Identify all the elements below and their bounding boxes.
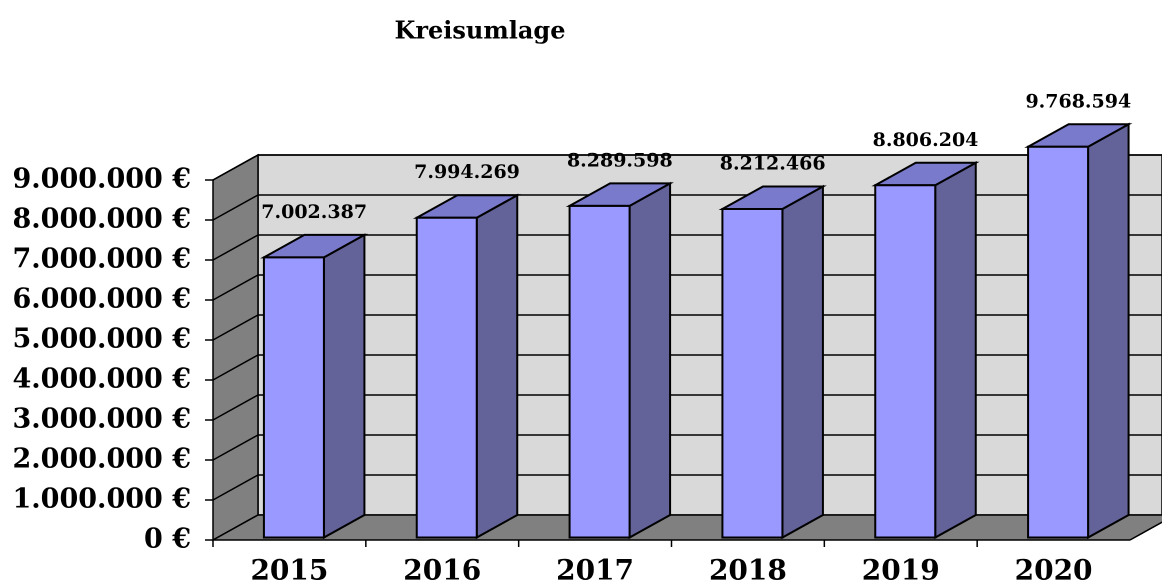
grid-line xyxy=(212,514,259,541)
y-tick-label: 9.000.000 € xyxy=(13,164,192,195)
data-label: 9.768.594 xyxy=(1025,90,1131,112)
y-tick-label: 0 € xyxy=(144,524,191,555)
data-label: 7.002.387 xyxy=(261,201,367,223)
data-label: 8.212.466 xyxy=(720,153,826,175)
grid-line xyxy=(212,234,259,261)
bar xyxy=(1027,145,1090,539)
grid-line xyxy=(212,274,259,301)
grid-line xyxy=(212,474,259,501)
bar-side xyxy=(322,233,366,540)
x-tick-label: 2020 xyxy=(1015,554,1093,587)
bar xyxy=(721,208,784,539)
y-tick-label: 6.000.000 € xyxy=(13,284,192,315)
bar-side xyxy=(628,181,672,540)
grid-line xyxy=(212,354,259,381)
data-label: 8.289.598 xyxy=(567,149,673,171)
grid-line xyxy=(212,154,259,181)
y-tick-label: 8.000.000 € xyxy=(13,204,192,235)
chart-title: Kreisumlage xyxy=(395,16,566,45)
y-tick-label: 7.000.000 € xyxy=(13,244,192,275)
bar xyxy=(415,216,478,539)
bar-side xyxy=(1087,122,1130,540)
data-label: 8.806.204 xyxy=(873,129,979,151)
bar-side xyxy=(934,161,977,540)
x-tick-label: 2016 xyxy=(403,554,481,587)
y-tick-label: 3.000.000 € xyxy=(13,404,192,435)
bar-side xyxy=(475,193,519,540)
bar xyxy=(568,204,631,539)
grid-line xyxy=(212,394,259,421)
grid-line xyxy=(212,314,259,341)
y-tick-label: 5.000.000 € xyxy=(13,324,192,355)
back-wall xyxy=(257,154,1162,516)
bar xyxy=(874,184,937,539)
x-axis-depth xyxy=(1129,521,1162,541)
x-tick-label: 2018 xyxy=(709,554,787,587)
x-tick-label: 2017 xyxy=(556,554,634,587)
grid-line xyxy=(212,434,259,461)
data-label: 7.994.269 xyxy=(414,161,520,183)
side-wall xyxy=(212,153,259,542)
x-tick-label: 2015 xyxy=(250,554,328,587)
x-tick-label: 2019 xyxy=(862,554,940,587)
y-tick-label: 4.000.000 € xyxy=(13,364,192,395)
bar-side xyxy=(781,184,824,540)
y-tick-label: 1.000.000 € xyxy=(13,484,192,515)
bar xyxy=(262,256,325,539)
y-tick-label: 2.000.000 € xyxy=(13,444,192,475)
grid-line xyxy=(212,194,259,221)
